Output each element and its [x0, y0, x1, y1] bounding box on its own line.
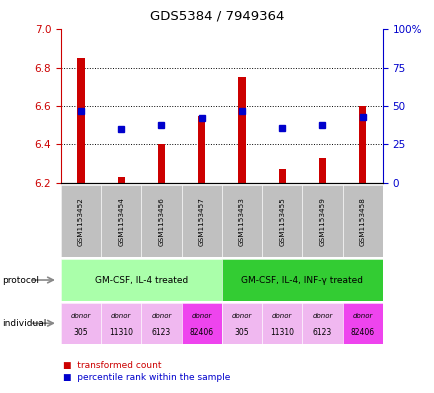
Text: GM-CSF, IL-4, INF-γ treated: GM-CSF, IL-4, INF-γ treated — [241, 275, 362, 285]
Text: individual: individual — [2, 319, 46, 328]
Text: GSM1153458: GSM1153458 — [359, 196, 365, 246]
Bar — [278, 169, 285, 183]
Text: GSM1153452: GSM1153452 — [78, 196, 84, 246]
Text: GSM1153453: GSM1153453 — [238, 196, 244, 246]
Text: GSM1153455: GSM1153455 — [279, 196, 285, 246]
Text: 11310: 11310 — [109, 328, 133, 337]
Text: ■  percentile rank within the sample: ■ percentile rank within the sample — [63, 373, 230, 382]
Text: 6123: 6123 — [151, 328, 171, 337]
Text: 305: 305 — [73, 328, 88, 337]
Text: GSM1153456: GSM1153456 — [158, 196, 164, 246]
Text: GSM1153457: GSM1153457 — [198, 196, 204, 246]
Text: donor: donor — [191, 313, 211, 319]
Bar — [358, 106, 365, 183]
Text: donor: donor — [312, 313, 332, 319]
Bar — [318, 158, 326, 183]
Text: GSM1153459: GSM1153459 — [319, 196, 325, 246]
Text: 305: 305 — [234, 328, 249, 337]
Text: donor: donor — [71, 313, 91, 319]
Text: GDS5384 / 7949364: GDS5384 / 7949364 — [150, 10, 284, 23]
Bar — [77, 58, 85, 183]
Text: 82406: 82406 — [189, 328, 213, 337]
Text: 11310: 11310 — [270, 328, 293, 337]
Text: 82406: 82406 — [350, 328, 374, 337]
Bar — [238, 77, 245, 183]
Text: GSM1153454: GSM1153454 — [118, 196, 124, 246]
Text: donor: donor — [271, 313, 292, 319]
Text: protocol: protocol — [2, 275, 39, 285]
Text: 6123: 6123 — [312, 328, 331, 337]
Text: donor: donor — [231, 313, 252, 319]
Bar — [197, 116, 205, 183]
Text: ■  transformed count: ■ transformed count — [63, 361, 161, 370]
Bar — [117, 177, 125, 183]
Bar — [158, 144, 165, 183]
Text: donor: donor — [151, 313, 171, 319]
Text: GM-CSF, IL-4 treated: GM-CSF, IL-4 treated — [95, 275, 187, 285]
Text: donor: donor — [111, 313, 131, 319]
Text: donor: donor — [352, 313, 372, 319]
